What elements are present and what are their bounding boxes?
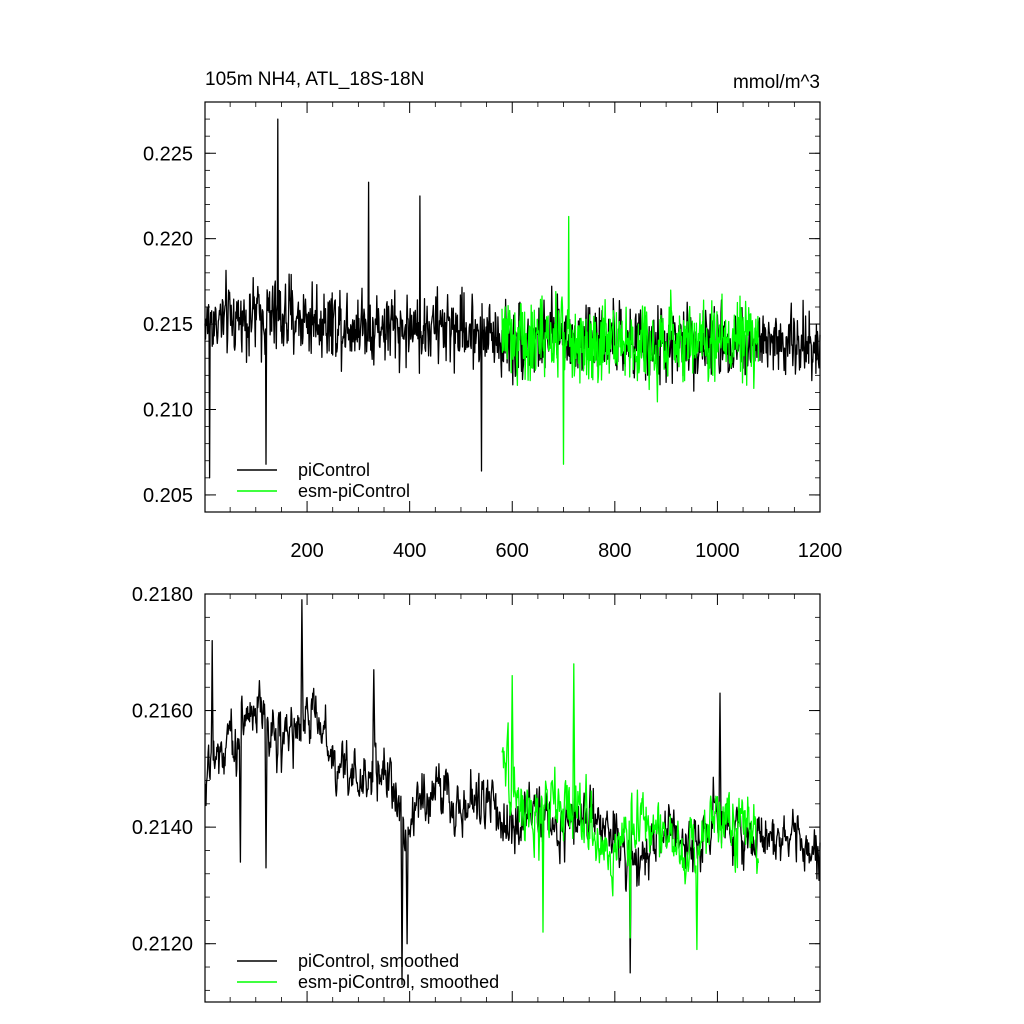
x-tick-label: 1000 — [695, 540, 740, 562]
y-tick-label: 0.210 — [143, 400, 193, 422]
legend-label: piControl, smoothed — [298, 951, 459, 971]
chart-title: 105m NH4, ATL_18S-18N — [205, 69, 424, 90]
tick-labels: 0.2120 0.2140 0.2160 0.2180 — [132, 584, 193, 956]
tick-labels: 0.205 0.210 0.215 0.220 0.225 200 400 600 800 100… — [143, 143, 842, 562]
x-tick-label: 200 — [290, 540, 323, 562]
axis-ticks — [205, 101, 821, 513]
y-tick-label: 0.205 — [143, 485, 193, 507]
legend-label: esm-piControl, smoothed — [298, 972, 499, 992]
legend-label: piControl — [298, 460, 370, 480]
y-tick-label: 0.2180 — [132, 584, 193, 606]
x-tick-label: 600 — [496, 540, 529, 562]
series-line-0 — [204, 118, 821, 479]
series-line-1 — [501, 215, 760, 465]
y-tick-label: 0.2140 — [132, 817, 193, 839]
y-tick-label: 0.215 — [143, 314, 193, 336]
series-line-0 — [204, 599, 821, 986]
plot-frame — [204, 101, 821, 513]
y-tick-label: 0.2160 — [132, 701, 193, 723]
x-tick-label: 400 — [393, 540, 426, 562]
y-tick-label: 0.2120 — [132, 934, 193, 956]
series-line-1 — [501, 663, 760, 951]
x-tick-label: 1200 — [798, 540, 843, 562]
units-label: mmol/m^3 — [733, 72, 820, 93]
bottom-panel: 0.2120 0.2140 0.2160 0.2180 piControl, smoo… — [132, 584, 821, 1003]
x-tick-label: 800 — [598, 540, 631, 562]
axis-ticks — [205, 593, 821, 1002]
top-panel: 0.205 0.210 0.215 0.220 0.225 200 400 600 800 100… — [143, 69, 842, 562]
y-tick-label: 0.220 — [143, 229, 193, 251]
series-lines — [204, 118, 821, 479]
series-lines — [204, 599, 821, 986]
y-tick-label: 0.225 — [143, 143, 193, 165]
legend-label: esm-piControl — [298, 481, 410, 501]
